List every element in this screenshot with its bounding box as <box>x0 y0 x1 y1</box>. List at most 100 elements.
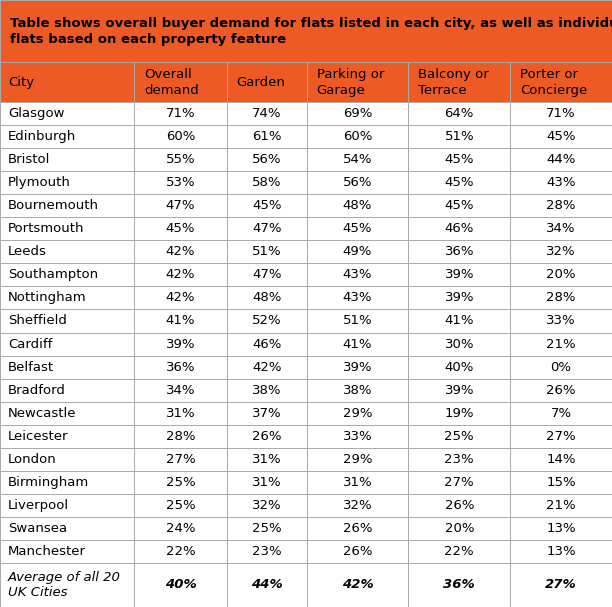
Bar <box>0 194 134 217</box>
Bar <box>408 102 510 125</box>
Bar <box>408 217 510 240</box>
Text: 56%: 56% <box>343 176 372 189</box>
Text: Birmingham: Birmingham <box>8 476 89 489</box>
Text: 26%: 26% <box>547 384 576 396</box>
Text: 45%: 45% <box>444 176 474 189</box>
Bar <box>510 379 612 402</box>
Text: 37%: 37% <box>252 407 282 419</box>
Text: 51%: 51% <box>444 130 474 143</box>
Text: London: London <box>8 453 57 466</box>
Bar <box>0 148 134 171</box>
Text: 22%: 22% <box>166 545 195 558</box>
Text: 28%: 28% <box>547 291 576 305</box>
Text: 13%: 13% <box>547 545 576 558</box>
Bar <box>408 494 510 517</box>
Text: 53%: 53% <box>166 176 195 189</box>
Text: Table shows overall buyer demand for flats listed in each city, as well as indiv: Table shows overall buyer demand for fla… <box>10 16 612 46</box>
Bar <box>408 379 510 402</box>
Text: Glasgow: Glasgow <box>8 107 64 120</box>
Bar <box>0 448 134 471</box>
Bar <box>134 471 226 494</box>
Bar <box>510 517 612 540</box>
Text: 22%: 22% <box>444 545 474 558</box>
Bar <box>408 171 510 194</box>
Bar <box>408 402 510 425</box>
Text: 32%: 32% <box>547 245 576 259</box>
Bar <box>408 125 510 148</box>
Text: 33%: 33% <box>343 430 372 443</box>
Text: 41%: 41% <box>343 337 372 350</box>
Text: 36%: 36% <box>444 245 474 259</box>
Text: 33%: 33% <box>547 314 576 327</box>
Bar <box>307 425 408 448</box>
Bar <box>134 494 226 517</box>
Bar <box>226 402 307 425</box>
Text: Edinburgh: Edinburgh <box>8 130 76 143</box>
Bar <box>307 356 408 379</box>
Bar <box>510 402 612 425</box>
Text: 27%: 27% <box>547 430 576 443</box>
Bar <box>226 540 307 563</box>
Bar <box>226 494 307 517</box>
Text: Plymouth: Plymouth <box>8 176 71 189</box>
Text: 31%: 31% <box>343 476 372 489</box>
Text: 25%: 25% <box>444 430 474 443</box>
Text: 28%: 28% <box>166 430 195 443</box>
Text: 25%: 25% <box>166 476 195 489</box>
Bar <box>226 194 307 217</box>
Text: City: City <box>8 75 34 89</box>
Text: 39%: 39% <box>166 337 195 350</box>
Bar <box>307 471 408 494</box>
Bar <box>0 263 134 287</box>
Text: 38%: 38% <box>343 384 372 396</box>
Text: 28%: 28% <box>547 199 576 212</box>
Bar <box>408 333 510 356</box>
Bar <box>408 425 510 448</box>
Text: 48%: 48% <box>343 199 372 212</box>
Bar <box>226 125 307 148</box>
Bar <box>0 102 134 125</box>
Bar <box>307 402 408 425</box>
Text: 42%: 42% <box>341 578 373 591</box>
Bar <box>510 148 612 171</box>
Bar <box>408 287 510 310</box>
Text: 47%: 47% <box>166 199 195 212</box>
Bar <box>307 217 408 240</box>
Bar <box>226 287 307 310</box>
Text: Newcastle: Newcastle <box>8 407 76 419</box>
Text: 44%: 44% <box>547 153 576 166</box>
Text: 41%: 41% <box>444 314 474 327</box>
Bar <box>0 240 134 263</box>
Text: Portsmouth: Portsmouth <box>8 222 84 236</box>
Text: Swansea: Swansea <box>8 522 67 535</box>
Text: 26%: 26% <box>252 430 282 443</box>
Text: 51%: 51% <box>252 245 282 259</box>
Text: Balcony or
Terrace: Balcony or Terrace <box>419 67 489 97</box>
Bar <box>510 125 612 148</box>
Text: 47%: 47% <box>252 222 282 236</box>
Bar <box>134 448 226 471</box>
Text: 23%: 23% <box>252 545 282 558</box>
Text: 42%: 42% <box>166 245 195 259</box>
Bar <box>307 379 408 402</box>
Text: Nottingham: Nottingham <box>8 291 87 305</box>
Bar <box>510 356 612 379</box>
Bar <box>510 310 612 333</box>
Text: 45%: 45% <box>547 130 576 143</box>
Text: 34%: 34% <box>547 222 576 236</box>
Bar <box>307 540 408 563</box>
Bar <box>408 563 510 607</box>
Bar <box>0 494 134 517</box>
Text: 27%: 27% <box>444 476 474 489</box>
Text: 29%: 29% <box>343 407 372 419</box>
Text: 13%: 13% <box>547 522 576 535</box>
Bar <box>510 333 612 356</box>
Bar <box>226 356 307 379</box>
Bar <box>307 517 408 540</box>
Bar <box>307 125 408 148</box>
Bar <box>134 425 226 448</box>
Bar <box>134 194 226 217</box>
Text: 71%: 71% <box>166 107 195 120</box>
Text: 42%: 42% <box>252 361 282 373</box>
Bar <box>408 471 510 494</box>
